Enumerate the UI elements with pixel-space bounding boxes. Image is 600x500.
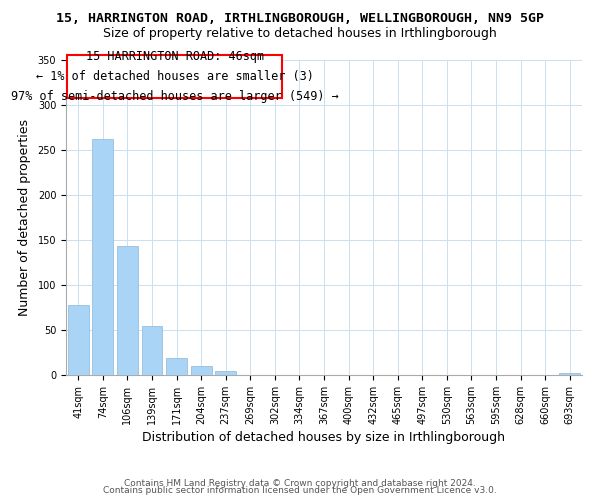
Text: Contains public sector information licensed under the Open Government Licence v3: Contains public sector information licen…	[103, 486, 497, 495]
Bar	[559, 373, 580, 375]
Bar	[68, 305, 89, 375]
Bar	[117, 246, 138, 375]
Bar	[166, 358, 187, 375]
Bar	[215, 372, 236, 375]
Text: Contains HM Land Registry data © Crown copyright and database right 2024.: Contains HM Land Registry data © Crown c…	[124, 478, 476, 488]
Bar	[92, 139, 113, 375]
X-axis label: Distribution of detached houses by size in Irthlingborough: Distribution of detached houses by size …	[143, 431, 505, 444]
Bar	[142, 326, 163, 375]
Text: 15 HARRINGTON ROAD: 46sqm
← 1% of detached houses are smaller (3)
97% of semi-de: 15 HARRINGTON ROAD: 46sqm ← 1% of detach…	[11, 50, 338, 102]
Text: Size of property relative to detached houses in Irthlingborough: Size of property relative to detached ho…	[103, 28, 497, 40]
Bar	[191, 366, 212, 375]
Y-axis label: Number of detached properties: Number of detached properties	[18, 119, 31, 316]
FancyBboxPatch shape	[67, 54, 282, 98]
Text: 15, HARRINGTON ROAD, IRTHLINGBOROUGH, WELLINGBOROUGH, NN9 5GP: 15, HARRINGTON ROAD, IRTHLINGBOROUGH, WE…	[56, 12, 544, 26]
